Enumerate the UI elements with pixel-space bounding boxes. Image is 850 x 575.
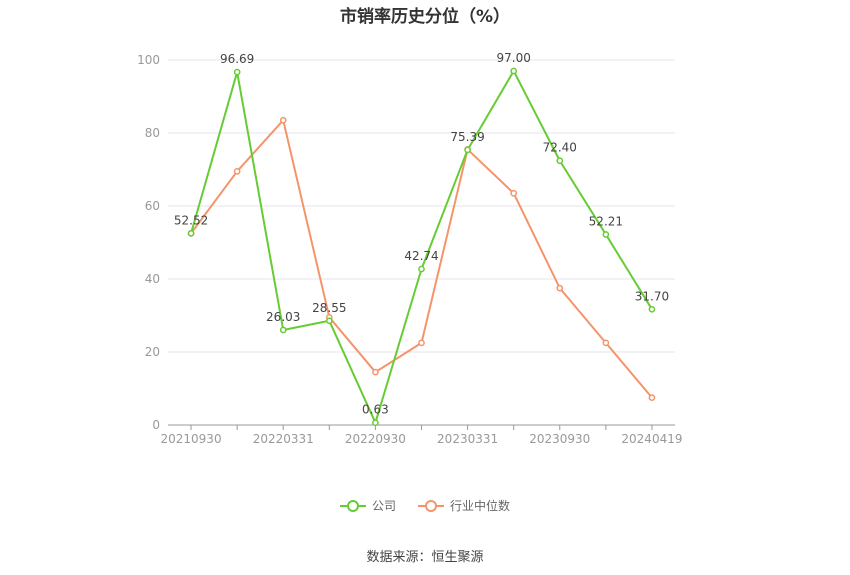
legend-item-company[interactable]: 公司 [339, 497, 396, 514]
y-tick-label: 60 [145, 199, 160, 213]
data-point-company[interactable] [233, 68, 241, 76]
data-label: 26.03 [266, 310, 300, 324]
data-point-industry[interactable] [556, 284, 564, 292]
legend-item-industry[interactable]: 行业中位数 [418, 497, 510, 514]
data-point-industry[interactable] [233, 167, 241, 175]
data-label: 75.39 [450, 130, 484, 144]
data-point-industry[interactable] [372, 368, 379, 376]
x-tick-label: 20220930 [345, 432, 406, 446]
legend: 公司 行业中位数 [0, 497, 850, 514]
data-point-industry[interactable] [602, 339, 610, 347]
data-label: 0.63 [362, 403, 389, 417]
data-point-company[interactable] [187, 229, 195, 237]
y-tick-label: 0 [152, 418, 160, 432]
gridlines [168, 59, 675, 353]
data-label: 72.40 [543, 141, 577, 155]
legend-industry-label: 行业中位数 [450, 499, 511, 513]
data-point-company[interactable] [464, 146, 471, 154]
data-point-industry[interactable] [510, 189, 518, 197]
legend-company-label: 公司 [371, 499, 396, 513]
y-tick-label: 40 [145, 272, 160, 286]
legend-company-marker-icon [339, 499, 366, 513]
x-tick-label: 20240419 [621, 432, 682, 446]
legend-industry-marker-icon [418, 499, 444, 513]
y-tick-label: 80 [145, 126, 160, 140]
data-point-company[interactable] [556, 157, 564, 165]
data-label: 28.55 [312, 301, 346, 315]
data-label: 52.52 [174, 213, 208, 227]
data-label: 96.69 [220, 52, 254, 66]
axes: 0 20 40 60 80 100 20210930 20220331 20220930 2023… [137, 53, 682, 446]
x-tick-label: 20220331 [253, 432, 314, 446]
data-label: 52.21 [589, 214, 623, 228]
x-tick-label: 20230930 [529, 432, 590, 446]
series-line-company [190, 69, 653, 424]
data-point-company[interactable] [372, 419, 379, 427]
data-point-company[interactable] [602, 231, 610, 238]
chart-title: 市销率历史分位（%） [339, 7, 511, 27]
series-lines [187, 67, 656, 427]
data-point-industry[interactable] [279, 116, 287, 124]
data-point-company[interactable] [279, 326, 287, 334]
data-point-industry[interactable] [648, 394, 656, 401]
data-point-company[interactable] [325, 317, 333, 325]
data-point-company[interactable] [510, 67, 518, 75]
x-tick-label: 20230331 [437, 432, 498, 446]
data-point-company[interactable] [648, 305, 656, 313]
data-point-company[interactable] [418, 265, 425, 273]
data-label: 31.70 [635, 289, 669, 303]
y-tick-label: 20 [145, 345, 160, 359]
data-label: 42.74 [404, 249, 438, 263]
data-source: 数据来源：恒生聚源 [366, 550, 484, 565]
x-tick-label: 20210930 [161, 432, 222, 446]
line-chart: 0 20 40 60 80 100 20210930 20220331 20220930 2023… [137, 51, 682, 446]
y-tick-label: 100 [137, 53, 160, 67]
data-labels: 52.52 96.69 26.03 28.55 0.63 42.74 75.39 97.00 7… [174, 51, 669, 417]
data-label: 97.00 [497, 51, 531, 65]
data-point-industry[interactable] [418, 339, 425, 347]
